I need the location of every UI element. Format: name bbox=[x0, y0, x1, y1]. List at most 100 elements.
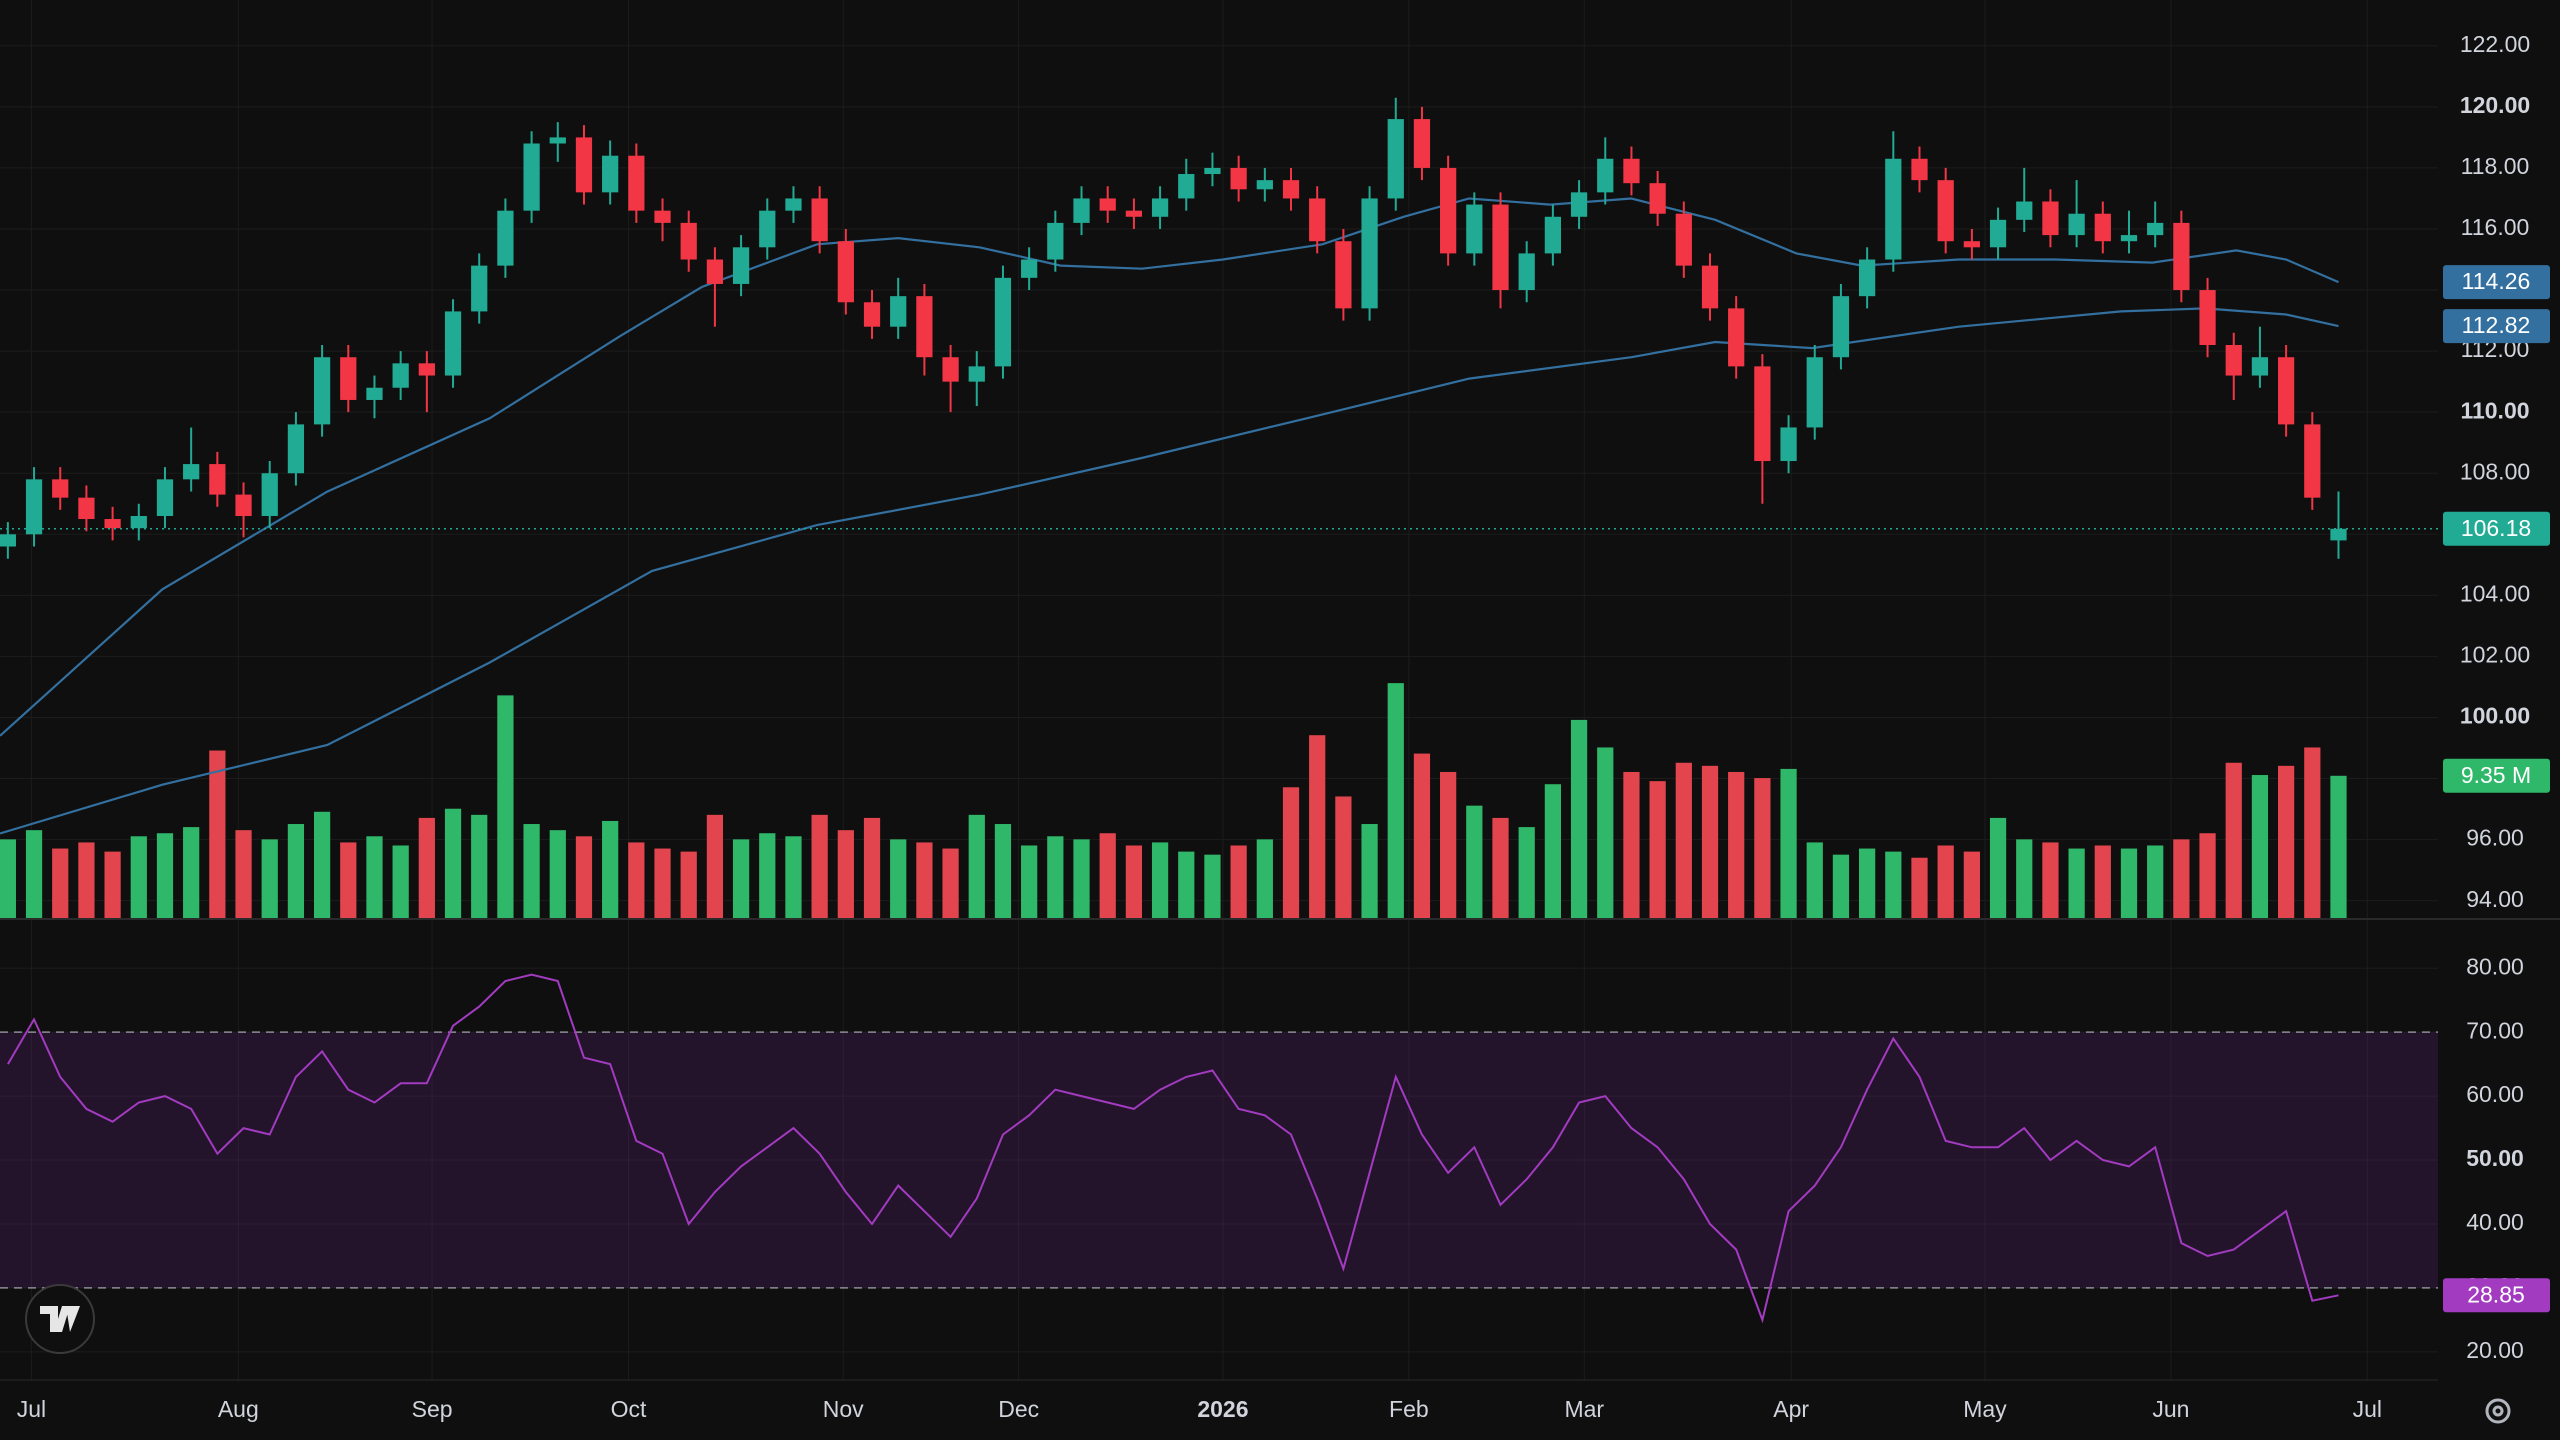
volume-bar bbox=[1859, 848, 1876, 919]
volume-bar bbox=[130, 836, 147, 919]
x-tick-label: Sep bbox=[412, 1396, 453, 1422]
logo-mark bbox=[40, 1306, 80, 1332]
candle-body bbox=[471, 265, 488, 312]
volume-bar bbox=[1544, 784, 1562, 919]
volume-bar bbox=[1675, 762, 1692, 919]
candle-body bbox=[2147, 222, 2164, 236]
volume-bar bbox=[2120, 848, 2138, 919]
candle-body bbox=[1178, 174, 1195, 199]
volume-bar bbox=[2330, 775, 2347, 919]
volume-bar bbox=[1832, 854, 1850, 919]
rsi-tick-label: 20.00 bbox=[2466, 1337, 2524, 1363]
candle-body bbox=[2016, 201, 2033, 220]
volume-bar bbox=[1178, 851, 1195, 919]
volume-bar bbox=[1361, 824, 1378, 919]
rsi-line bbox=[7, 973, 2339, 1324]
candle-body bbox=[785, 198, 802, 211]
candle-body bbox=[1518, 253, 1535, 291]
volume-bar bbox=[1021, 845, 1038, 919]
volume-bar bbox=[1073, 839, 1090, 919]
volume-bar bbox=[2277, 765, 2295, 919]
volume-bar bbox=[287, 824, 305, 919]
candle-body bbox=[2094, 213, 2111, 242]
candle-body bbox=[1963, 241, 1980, 248]
candle-body bbox=[1361, 198, 1378, 309]
volume-bar bbox=[1204, 854, 1221, 919]
candle-body bbox=[2304, 424, 2321, 498]
y-tick-label: 110.00 bbox=[2460, 397, 2529, 423]
volume-bar bbox=[1780, 768, 1797, 919]
candle-body bbox=[863, 302, 881, 327]
candle-body bbox=[811, 198, 828, 242]
candle-body bbox=[2199, 290, 2216, 346]
x-tick-label: Jun bbox=[2152, 1396, 2189, 1422]
volume-bar bbox=[2173, 839, 2190, 919]
candle-body bbox=[1597, 158, 1614, 193]
candle-body bbox=[261, 473, 278, 516]
candle-body bbox=[0, 534, 16, 547]
volume-bar bbox=[942, 848, 959, 919]
candle-body bbox=[235, 494, 252, 516]
volume-bar bbox=[680, 851, 697, 919]
candle-body bbox=[732, 247, 750, 284]
volume-bar bbox=[1728, 771, 1745, 919]
volume-badge: 9.35 M bbox=[2461, 762, 2531, 788]
candle-body bbox=[183, 464, 200, 480]
candle-body bbox=[1492, 204, 1509, 291]
candle-body bbox=[1570, 192, 1588, 217]
rsi-tick-label: 50.00 bbox=[2466, 1145, 2524, 1171]
x-tick-label: May bbox=[1963, 1396, 2007, 1422]
candle-body bbox=[1911, 158, 1928, 181]
volume-bar bbox=[2251, 775, 2269, 919]
volume-bar bbox=[1125, 845, 1143, 919]
candle-body bbox=[1937, 180, 1954, 242]
x-tick-label: 2026 bbox=[1197, 1396, 1248, 1422]
ma-badge-bg bbox=[2443, 265, 2550, 300]
volume-bar bbox=[1597, 747, 1614, 919]
candle-body bbox=[759, 210, 776, 248]
candle-body bbox=[497, 210, 514, 266]
x-tick-label: Jul bbox=[17, 1396, 46, 1422]
candle-body bbox=[1544, 216, 1562, 254]
volume-bar bbox=[1387, 683, 1404, 919]
candle-body bbox=[340, 357, 357, 400]
candle-body bbox=[392, 363, 409, 388]
volume-bar bbox=[1282, 787, 1300, 919]
volume-bar bbox=[1440, 771, 1457, 919]
volume-bar bbox=[732, 839, 750, 919]
rsi-badge: 28.85 bbox=[2467, 1281, 2525, 1307]
candle-body bbox=[1099, 198, 1116, 211]
volume-bar bbox=[78, 842, 95, 919]
y-tick-label: 104.00 bbox=[2460, 580, 2530, 606]
volume-bar bbox=[1963, 851, 1980, 919]
volume-bar bbox=[654, 848, 671, 919]
volume-bar bbox=[1413, 753, 1431, 919]
volume-bar bbox=[340, 842, 357, 919]
candle-body bbox=[1335, 241, 1352, 309]
candle-body bbox=[366, 387, 383, 400]
candle-body bbox=[1204, 167, 1221, 175]
price-badge-bg bbox=[2443, 511, 2550, 546]
candle-body bbox=[78, 497, 95, 520]
gear-outer[interactable] bbox=[2485, 1398, 2511, 1424]
candle-body bbox=[575, 137, 593, 193]
volume-bar bbox=[1623, 771, 1640, 919]
candle-body bbox=[2251, 357, 2269, 376]
volume-bar bbox=[1047, 836, 1064, 919]
logo[interactable] bbox=[25, 1284, 95, 1354]
volume-bar bbox=[1099, 833, 1116, 919]
candle-body bbox=[130, 515, 147, 529]
volume-bar bbox=[1937, 845, 1954, 919]
candle-body bbox=[706, 259, 724, 284]
volume-bar bbox=[1806, 842, 1823, 919]
volume-bar bbox=[1492, 817, 1509, 919]
candle-body bbox=[1230, 167, 1247, 190]
gear-inner bbox=[2492, 1405, 2504, 1417]
volume-bar bbox=[1466, 805, 1483, 919]
settings-button[interactable] bbox=[2485, 1398, 2511, 1424]
volume-bar bbox=[2068, 848, 2085, 919]
volume-bar bbox=[523, 824, 540, 919]
x-tick-label: Jul bbox=[2353, 1396, 2382, 1422]
